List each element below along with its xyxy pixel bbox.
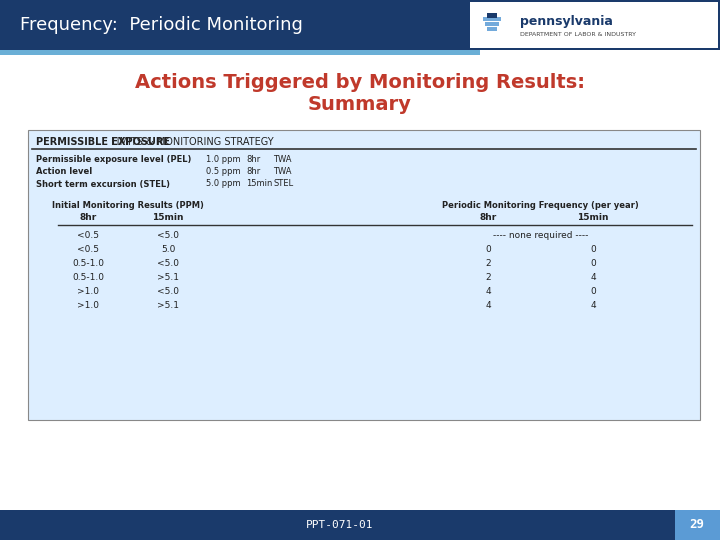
Text: Summary: Summary xyxy=(308,95,412,114)
Text: Frequency:  Periodic Monitoring: Frequency: Periodic Monitoring xyxy=(20,16,303,34)
Bar xyxy=(487,13,497,18)
Text: PERMISSIBLE EXPOSURE: PERMISSIBLE EXPOSURE xyxy=(36,137,170,147)
Text: 0.5-1.0: 0.5-1.0 xyxy=(72,273,104,282)
Text: 4: 4 xyxy=(590,273,596,282)
Bar xyxy=(675,510,720,540)
Text: Permissible exposure level (PEL): Permissible exposure level (PEL) xyxy=(36,156,192,165)
Text: Periodic Monitoring Frequency (per year): Periodic Monitoring Frequency (per year) xyxy=(442,201,639,211)
Text: 5.0 ppm: 5.0 ppm xyxy=(206,179,240,188)
Text: 0.5-1.0: 0.5-1.0 xyxy=(72,260,104,268)
Text: 2: 2 xyxy=(485,273,491,282)
Bar xyxy=(0,50,480,55)
Bar xyxy=(485,22,499,26)
Text: <0.5: <0.5 xyxy=(77,232,99,240)
Text: 8hr: 8hr xyxy=(480,213,497,222)
Text: 4: 4 xyxy=(590,301,596,310)
Text: 15min: 15min xyxy=(577,213,608,222)
Text: 0: 0 xyxy=(590,287,596,296)
Text: 5.0: 5.0 xyxy=(161,246,175,254)
Text: 8hr: 8hr xyxy=(246,156,260,165)
Text: 29: 29 xyxy=(690,518,704,531)
Text: 0: 0 xyxy=(485,246,491,254)
Text: LIMITS & MONITORING STRATEGY: LIMITS & MONITORING STRATEGY xyxy=(108,137,274,147)
Text: 2: 2 xyxy=(485,260,491,268)
Text: 8hr: 8hr xyxy=(246,167,260,177)
Text: 1.0 ppm: 1.0 ppm xyxy=(206,156,240,165)
Text: ---- none required ----: ---- none required ---- xyxy=(492,232,588,240)
Text: 15min: 15min xyxy=(152,213,184,222)
Text: TWA: TWA xyxy=(273,156,292,165)
Text: <5.0: <5.0 xyxy=(157,232,179,240)
Text: >5.1: >5.1 xyxy=(157,273,179,282)
Text: DEPARTMENT OF LABOR & INDUSTRY: DEPARTMENT OF LABOR & INDUSTRY xyxy=(520,31,636,37)
Text: <5.0: <5.0 xyxy=(157,260,179,268)
Bar xyxy=(470,2,718,48)
Text: pennsylvania: pennsylvania xyxy=(520,15,613,28)
Text: >5.1: >5.1 xyxy=(157,301,179,310)
Bar xyxy=(0,0,720,50)
Text: STEL: STEL xyxy=(273,179,293,188)
Text: >1.0: >1.0 xyxy=(77,287,99,296)
Bar xyxy=(0,510,675,540)
Text: 8hr: 8hr xyxy=(79,213,96,222)
Text: Initial Monitoring Results (PPM): Initial Monitoring Results (PPM) xyxy=(52,201,204,211)
Bar xyxy=(28,130,700,420)
Text: <5.0: <5.0 xyxy=(157,287,179,296)
Text: 0: 0 xyxy=(590,246,596,254)
Text: 4: 4 xyxy=(485,287,491,296)
Text: TWA: TWA xyxy=(273,167,292,177)
Text: 15min: 15min xyxy=(246,179,272,188)
Text: 0: 0 xyxy=(590,260,596,268)
Text: <0.5: <0.5 xyxy=(77,246,99,254)
Text: Short term excursion (STEL): Short term excursion (STEL) xyxy=(36,179,170,188)
Text: 0.5 ppm: 0.5 ppm xyxy=(206,167,240,177)
Text: Action level: Action level xyxy=(36,167,92,177)
Text: PPT-071-01: PPT-071-01 xyxy=(306,520,374,530)
Text: >1.0: >1.0 xyxy=(77,301,99,310)
Bar xyxy=(487,27,497,31)
Bar xyxy=(483,17,501,21)
Text: 4: 4 xyxy=(485,301,491,310)
Text: Actions Triggered by Monitoring Results:: Actions Triggered by Monitoring Results: xyxy=(135,73,585,92)
